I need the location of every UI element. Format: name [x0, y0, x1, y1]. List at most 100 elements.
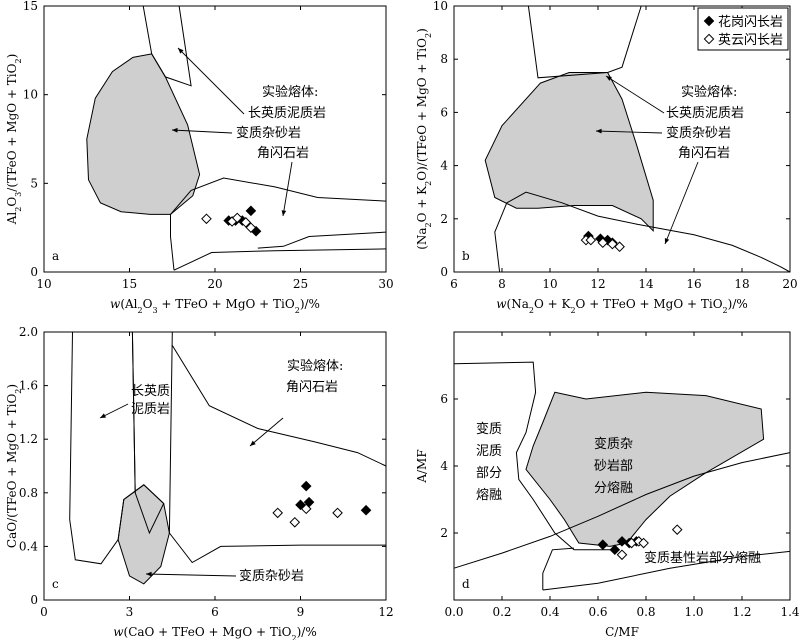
arrow-greywacke [145, 571, 237, 577]
annotation-greywacke-3: 分熔融 [594, 481, 633, 496]
x-tick-label: 6 [450, 277, 458, 291]
y-tick-label: 10 [23, 88, 38, 102]
amphibolite-field [494, 191, 791, 273]
legend-marker [703, 15, 715, 27]
x-tick-label: 0 [40, 605, 48, 619]
y-tick-label: 2 [440, 212, 448, 226]
amphibolite-field-upper [171, 345, 387, 467]
arrow-greywacke [595, 128, 663, 134]
arrow-felsic-pelite [177, 47, 245, 115]
tonalite-point [240, 217, 252, 228]
x-tick-label: 20 [782, 277, 797, 291]
x-tick-label: 6 [211, 605, 219, 619]
y-tick-label: 5 [30, 176, 38, 190]
x-tick-label: 16 [686, 277, 701, 291]
legend-marker [703, 33, 715, 45]
x-tick-label: 0.4 [540, 605, 559, 619]
x-tick-label: 10 [36, 277, 51, 291]
basic-lower-boundary [542, 550, 791, 591]
annotation-greywacke: 变质杂砂岩 [236, 125, 301, 141]
y-tick-label: 2 [440, 526, 448, 540]
annotation-heading: 实验熔体: [287, 358, 343, 374]
y-tick-label: 0 [30, 593, 38, 607]
granodiorite-point [360, 504, 372, 516]
annotation-pelite-3: 部分 [476, 466, 502, 481]
legend-entry: 英云闪长岩 [718, 33, 783, 48]
felsic-pelite-field [142, 5, 192, 87]
annotation-pelite-1: 变质 [476, 421, 502, 437]
panel-b: 6 8 10 12 14 16 18 20 0 2 4 6 8 10 w(Na2O + K2O + TFeO… [415, 0, 798, 315]
x-tick-label: 3 [126, 605, 134, 619]
arrow-felsic-pelite [605, 75, 665, 114]
y-tick-label: 4 [440, 459, 448, 473]
panel-d: 0.0 0.2 0.4 0.6 0.8 1.0 1.2 1.4 2 4 6 C/MF A/MF d 变质泥质… [415, 331, 800, 639]
x-tick-label: 0.8 [636, 605, 655, 619]
x-tick-label: 18 [734, 277, 749, 291]
y-axis-label: (Na2O + K2O)/(TFeO + MgO + TiO2) [415, 28, 433, 250]
x-tick-label: 15 [122, 277, 137, 291]
greywacke-field [86, 53, 201, 215]
tonalite-point [300, 503, 312, 515]
annotation-basic: 变质基性岩部分熔融 [644, 550, 761, 566]
x-tick-label: 0.6 [588, 605, 607, 619]
granodiorite-point [616, 536, 628, 547]
x-tick-label: 25 [293, 277, 308, 291]
felsic-pelite-field [69, 331, 165, 565]
granodiorite-point [597, 539, 609, 551]
panel-a: 10 15 20 25 30 0 5 10 15 w(Al2O3 + TFeO + MgO + T… [5, 0, 394, 315]
panel-label: a [52, 249, 59, 263]
panel-label: d [462, 577, 470, 591]
y-tick-label: 4 [440, 159, 448, 173]
x-tick-label: 1.0 [684, 605, 703, 619]
tonalite-point [201, 213, 212, 225]
x-axis-label: w(Na2O + K2O + TFeO + MgO + TiO2)/% [496, 297, 748, 315]
x-tick-label: 1.4 [780, 605, 799, 619]
annotation-greywacke-2: 砂岩部 [594, 459, 633, 474]
annotation-felsic-pelite: 长英质泥质岩 [666, 106, 744, 121]
granodiorite-point [602, 234, 613, 246]
felsic-pelite-field-left [131, 331, 136, 493]
tonalite-point [289, 516, 301, 528]
annotation-felsic-pelite-2: 泥质岩 [131, 402, 170, 417]
panel-c: 0 3 6 9 12 0 0.4 0.8 1.2 1.6 2.0 w(CaO + TFeO + MgO… [5, 325, 394, 640]
annotation-felsic-pelite-1: 长英质 [131, 384, 170, 399]
pelite-field [453, 361, 610, 551]
annotation-greywacke: 变质杂砂岩 [666, 125, 731, 141]
panel-label: c [52, 577, 59, 591]
tonalite-point [614, 241, 625, 253]
y-tick-label: 15 [23, 0, 38, 13]
y-axis-label: CaO/(TFeO + MgO + TiO2) [5, 384, 23, 548]
arrow-greywacke [171, 127, 233, 134]
annotation-pelite-2: 泥质 [476, 444, 502, 459]
annotation-felsic-pelite: 长英质泥质岩 [248, 106, 326, 121]
tonalite-point [671, 524, 683, 535]
annotation-heading: 实验熔体: [681, 84, 737, 100]
granodiorite-point [245, 205, 257, 217]
tonalite-point [616, 549, 628, 561]
x-axis-label: C/MF [605, 625, 639, 639]
x-tick-label: 14 [638, 277, 654, 291]
x-tick-label: 30 [378, 277, 393, 291]
x-tick-label: 12 [378, 605, 393, 619]
greywacke-field [525, 391, 765, 547]
x-tick-label: 0.2 [492, 605, 511, 619]
arrow-amphibolite [281, 161, 293, 217]
granodiorite-point [300, 480, 312, 492]
arrow-felsic-pelite [99, 403, 129, 419]
y-tick-label: 10 [433, 0, 448, 13]
granodiorite-point [609, 544, 621, 556]
y-axis-label: A/MF [415, 449, 429, 483]
basic-upper-boundary [453, 452, 791, 569]
x-tick-label: 12 [590, 277, 605, 291]
annotation-amphibolite: 角闪石岩 [257, 146, 309, 161]
annotation-amphibolite: 角闪石岩 [286, 380, 338, 395]
y-tick-label: 2.0 [19, 325, 38, 339]
annotation-greywacke-1: 变质杂 [594, 436, 633, 452]
legend-entry: 花岗闪长岩 [718, 14, 783, 30]
y-tick-label: 1.6 [19, 379, 38, 393]
tonalite-point [597, 237, 609, 249]
panel-label: b [462, 249, 470, 263]
x-tick-label: 20 [207, 277, 222, 291]
